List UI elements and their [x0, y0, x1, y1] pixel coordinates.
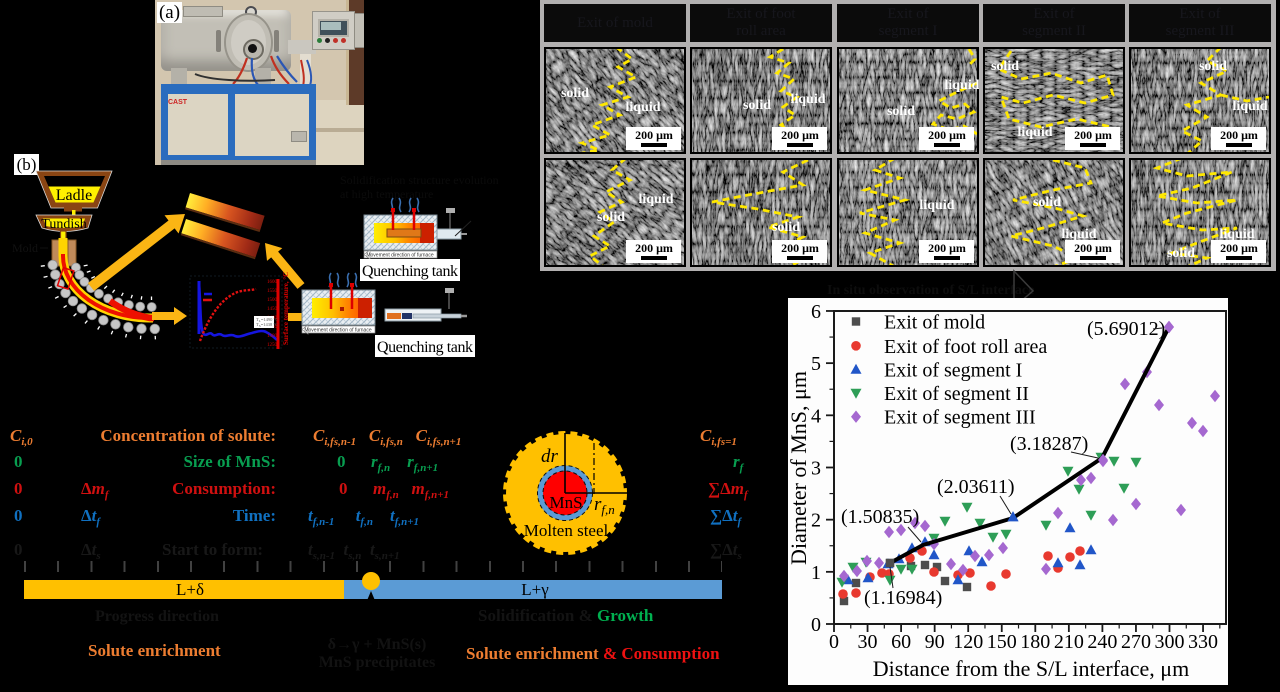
svg-text:Surface temperature, °C: Surface temperature, °C	[282, 272, 290, 345]
svg-text:TS=1438 °C: TS=1438 °C	[256, 322, 278, 328]
svg-text:200 μm: 200 μm	[1074, 241, 1112, 255]
svg-text:liquid: liquid	[1017, 125, 1052, 140]
svg-text:Tundish: Tundish	[41, 217, 86, 232]
svg-text:Exit of segment I: Exit of segment I	[884, 360, 1022, 382]
svg-text:60: 60	[891, 631, 911, 653]
svg-text:(5.69012): (5.69012)	[1087, 318, 1165, 340]
svg-text:200 μm: 200 μm	[781, 241, 819, 255]
svg-text:(1.16984): (1.16984)	[864, 587, 942, 609]
svg-text:liquid: liquid	[638, 192, 673, 207]
svg-text:2: 2	[811, 510, 821, 532]
svg-text:Quenching tank: Quenching tank	[362, 263, 458, 280]
svg-text:liquid: liquid	[944, 78, 979, 93]
svg-text:240: 240	[1087, 631, 1117, 653]
svg-text:liquid: liquid	[625, 100, 660, 115]
svg-text:1550: 1550	[267, 289, 278, 294]
svg-text:1: 1	[811, 562, 821, 584]
svg-text:5: 5	[811, 353, 821, 375]
svg-text:solid: solid	[1199, 59, 1227, 74]
svg-text:90: 90	[925, 631, 945, 653]
svg-text:liquid: liquid	[919, 198, 954, 213]
svg-text:liquid: liquid	[1232, 99, 1267, 114]
svg-text:Movement direction of furnace: Movement direction of furnace	[304, 328, 371, 334]
svg-text:1500: 1500	[267, 298, 278, 303]
svg-text:200 μm: 200 μm	[781, 128, 819, 142]
svg-text:200 μm: 200 μm	[635, 128, 673, 142]
svg-text:liquid: liquid	[1219, 227, 1254, 242]
svg-text:6: 6	[811, 301, 821, 323]
svg-text:200 μm: 200 μm	[635, 241, 673, 255]
svg-text:210: 210	[1054, 631, 1084, 653]
svg-text:200 μm: 200 μm	[1220, 241, 1258, 255]
svg-text:dr: dr	[541, 446, 559, 467]
svg-text:solid: solid	[597, 210, 625, 225]
svg-text:liquid: liquid	[790, 92, 825, 107]
svg-text:solid: solid	[743, 98, 771, 113]
svg-text:Exit of segment II: Exit of segment II	[884, 383, 1029, 405]
svg-text:1600: 1600	[267, 280, 278, 285]
svg-text:Diameter of MnS, μm: Diameter of MnS, μm	[788, 371, 811, 565]
svg-text:0: 0	[811, 614, 821, 636]
svg-text:(2.03611): (2.03611)	[937, 476, 1015, 498]
svg-text:solid: solid	[991, 59, 1019, 74]
svg-text:solid: solid	[887, 104, 915, 119]
svg-text:200 μm: 200 μm	[1074, 128, 1112, 142]
svg-text:Movement direction of furnace: Movement direction of furnace	[366, 253, 433, 259]
svg-text:200 μm: 200 μm	[1220, 128, 1258, 142]
svg-text:solid: solid	[1033, 195, 1061, 210]
svg-text:(b): (b)	[17, 155, 37, 174]
svg-text:liquid: liquid	[1061, 227, 1096, 242]
svg-text:Exit of foot roll area: Exit of foot roll area	[884, 336, 1047, 358]
svg-text:solid: solid	[1167, 246, 1195, 261]
svg-text:200 μm: 200 μm	[928, 128, 966, 142]
svg-text:solid: solid	[561, 86, 589, 101]
svg-text:30: 30	[858, 631, 878, 653]
svg-text:at high temperature: at high temperature	[340, 187, 433, 201]
svg-text:Mold: Mold	[12, 241, 38, 255]
svg-text:180: 180	[1020, 631, 1050, 653]
svg-text:Distance from the S/L interfac: Distance from the S/L interface, μm	[873, 656, 1189, 681]
svg-text:Exit of segment III: Exit of segment III	[884, 407, 1036, 429]
svg-text:200 μm: 200 μm	[928, 241, 966, 255]
svg-text:330: 330	[1188, 631, 1218, 653]
svg-text:(1.50835): (1.50835)	[841, 506, 919, 528]
svg-text:(3.18287): (3.18287)	[1010, 433, 1088, 455]
svg-text:Exit of mold: Exit of mold	[884, 312, 985, 334]
svg-text:120: 120	[953, 631, 983, 653]
svg-text:3: 3	[811, 457, 821, 479]
svg-text:Solidification structure evolu: Solidification structure evolution	[340, 173, 499, 187]
svg-text:Quenching tank: Quenching tank	[377, 339, 473, 356]
svg-text:300: 300	[1155, 631, 1185, 653]
svg-text:1300: 1300	[267, 334, 278, 339]
svg-text:1250: 1250	[267, 343, 278, 348]
svg-text:TL=1490 °C: TL=1490 °C	[256, 317, 278, 323]
svg-text:270: 270	[1121, 631, 1151, 653]
svg-text:0: 0	[829, 631, 839, 653]
svg-text:150: 150	[987, 631, 1017, 653]
svg-text:Molten steel: Molten steel	[524, 521, 609, 540]
svg-text:MnS: MnS	[549, 493, 582, 512]
svg-text:4: 4	[811, 405, 821, 427]
svg-text:solid: solid	[772, 220, 800, 235]
svg-text:1450: 1450	[267, 307, 278, 312]
svg-text:Ladle: Ladle	[56, 187, 92, 204]
